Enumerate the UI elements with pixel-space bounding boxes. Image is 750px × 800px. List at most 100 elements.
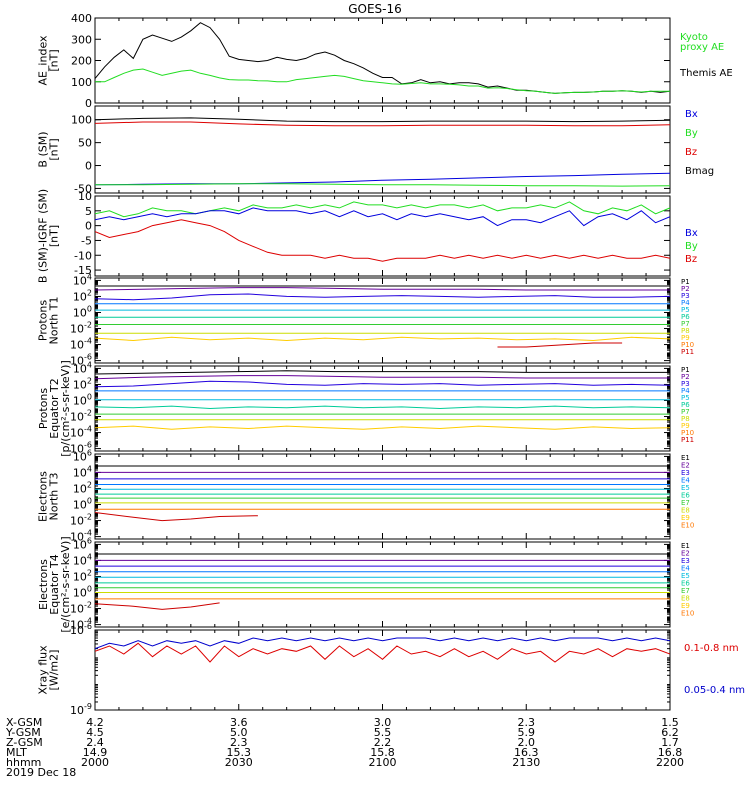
- y-tick-label: 200: [71, 55, 92, 68]
- legend-entry: E6: [681, 580, 690, 588]
- series-group: [95, 285, 670, 348]
- legend-entry: E9: [681, 602, 690, 610]
- panel-frame: [94, 629, 671, 711]
- y-axis-title: North T1: [48, 297, 61, 345]
- x-row-value: 6.2: [661, 726, 679, 739]
- legend-entry: E4: [681, 565, 690, 573]
- y-tick-label: -5: [81, 234, 92, 247]
- x-row-value: 1.7: [661, 736, 679, 749]
- y-axis-title: North T3: [48, 473, 61, 521]
- y-axis-title: [nT]: [48, 225, 61, 247]
- y-axis-title: B (SM)-IGRF (SM): [37, 189, 50, 283]
- panel-frame: [94, 277, 671, 364]
- series-line-bx: [95, 207, 670, 227]
- y-tick-label: 10: [78, 190, 92, 203]
- legend-entry: E7: [681, 499, 690, 507]
- legend-entry: E6: [681, 492, 690, 500]
- x-row-label: MLT: [6, 746, 27, 759]
- y-axis-title: Electrons: [37, 559, 50, 610]
- y-tick-label: -50: [74, 182, 92, 195]
- series-line-p9: [95, 336, 670, 342]
- x-row-value: 5.0: [230, 726, 248, 739]
- legend-entry: P8: [681, 327, 690, 335]
- y-tick-label: 0: [85, 97, 92, 110]
- y-tick-label: 10-2: [70, 321, 92, 336]
- legend-entry: P5: [681, 306, 690, 314]
- y-tick-label: 100: [73, 497, 92, 512]
- x-row-value: 2.3: [230, 736, 248, 749]
- x-row-label: Z-GSM: [6, 736, 43, 749]
- y-tick-label: 0: [85, 220, 92, 233]
- legend-entry: P1: [681, 366, 690, 374]
- legend-entry: E9: [681, 514, 690, 522]
- y-axis-title: Protons: [37, 300, 50, 341]
- legend-entry: Bx: [685, 109, 698, 120]
- y-tick-label: 102: [73, 568, 92, 583]
- legend-entry: E3: [681, 469, 690, 477]
- x-row-value: 14.9: [83, 746, 108, 759]
- legend-entry: E2: [681, 462, 690, 470]
- legend-entry: P9: [681, 422, 690, 430]
- y-tick-label: 104: [73, 360, 92, 375]
- y-axis-title: [e/(cm²-s-sr-keV)]: [59, 536, 72, 632]
- x-row-value: 4.5: [86, 726, 104, 739]
- y-tick-label: 10-9: [70, 702, 92, 717]
- x-row-value: 15.8: [370, 746, 395, 759]
- y-tick-label: 10-4: [70, 425, 92, 440]
- legend-entry: P10: [681, 429, 694, 437]
- legend-entry: P2: [681, 285, 690, 293]
- series-line-p3: [95, 380, 670, 388]
- series-line-e10: [95, 602, 220, 610]
- y-tick-label: 10-6: [70, 622, 92, 637]
- y-axis-title: Equator T4: [48, 554, 61, 614]
- legend-entry: P2: [681, 373, 690, 381]
- series-line-p3: [95, 293, 670, 301]
- x-row-label: X-GSM: [6, 716, 42, 729]
- x-row-label: hhmm: [6, 756, 41, 769]
- x-row-label: Y-GSM: [5, 726, 41, 739]
- series-line-by: [95, 201, 670, 218]
- panel-bsm: -50 0 50 100 B (SM)[nT] Bx By Bz Bmag: [37, 105, 714, 195]
- legend-entry: Bz: [685, 254, 697, 265]
- legend-entry: By: [685, 128, 698, 139]
- y-tick-label: 100: [73, 585, 92, 600]
- y-tick-label: 0: [85, 160, 92, 173]
- legend-entry: P10: [681, 341, 694, 349]
- y-axis-title: [nT]: [48, 138, 61, 160]
- series-line-bx: [95, 172, 670, 186]
- y-tick-label: 100: [71, 114, 92, 127]
- legend-entry: E3: [681, 557, 690, 565]
- y-tick-label: 100: [73, 304, 92, 319]
- y-axis-title: B (SM): [37, 131, 50, 167]
- x-row-value: 2200: [656, 756, 684, 769]
- legend-entry: proxy AE: [680, 42, 724, 53]
- series-line-p6: [95, 405, 670, 410]
- legend-entry: E5: [681, 572, 690, 580]
- legend-entry: Bz: [685, 147, 697, 158]
- panel-xray: 10-6 10-9 Xray flux[W/m2] 0.1-0.8 nm 0.05-0.…: [37, 622, 746, 717]
- y-tick-label: 400: [71, 12, 92, 25]
- series-line-bmag: [95, 117, 670, 123]
- y-axis-title: [W/m2]: [48, 650, 61, 691]
- x-row-value: 2.0: [518, 736, 536, 749]
- y-tick-label: 10-2: [70, 513, 92, 528]
- x-row-value: 2.4: [86, 736, 104, 749]
- x-row-value: 2000: [81, 756, 109, 769]
- y-tick-label: 106: [73, 448, 92, 463]
- y-tick-label: 102: [73, 480, 92, 495]
- panel-bigrf: -15 -10 -50 5 10 B (SM)-IGRF (SM)[nT] Bx By Bz: [37, 189, 698, 283]
- series-line-0-05-0-4-nm: [95, 637, 670, 650]
- y-axis-title: Xray flux: [37, 645, 50, 695]
- x-row-value: 15.3: [227, 746, 252, 759]
- y-axis-title: [p/(cm²-s-sr-keV)]: [59, 360, 72, 457]
- series-line-p2: [95, 375, 670, 380]
- legend-entry: E1: [681, 542, 690, 550]
- legend-entry: P4: [681, 299, 690, 307]
- panel-frame: [94, 453, 671, 540]
- y-tick-label: 300: [71, 33, 92, 46]
- series-group: [95, 22, 670, 94]
- series-line-0-1-0-8-nm: [95, 642, 670, 663]
